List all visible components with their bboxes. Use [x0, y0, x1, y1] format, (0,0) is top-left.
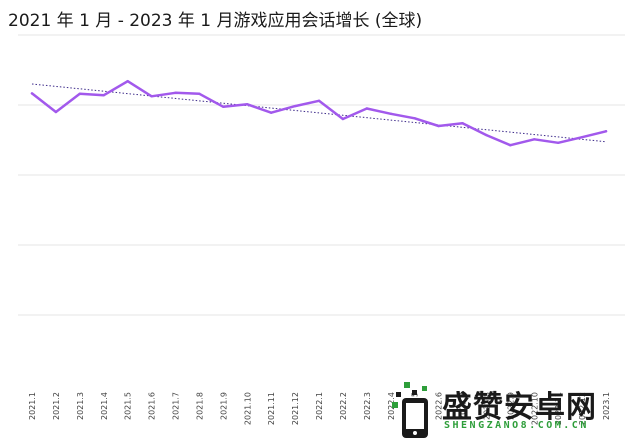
x-tick-label: 2022.6 [435, 392, 444, 420]
data-point [317, 99, 321, 103]
data-point [269, 111, 273, 114]
data-point [580, 136, 584, 139]
phone-icon [392, 382, 428, 438]
x-tick-label: 2022.12 [578, 392, 587, 425]
x-tick-label: 2022.1 [315, 392, 324, 420]
data-point [293, 104, 297, 108]
data-point [461, 122, 464, 125]
trendline [31, 83, 607, 143]
data-point [150, 95, 153, 98]
gridlines [18, 34, 625, 316]
x-tick-label: 2021.5 [124, 392, 133, 420]
x-tick-label: 2021.8 [195, 392, 204, 420]
data-point [485, 133, 488, 137]
data-point [509, 144, 512, 147]
x-tick-label: 2021.2 [52, 392, 61, 420]
x-tick-label: 2021.7 [172, 392, 181, 420]
data-point [246, 103, 249, 106]
series-lines [30, 79, 608, 147]
x-tick-label: 2021.3 [76, 392, 85, 420]
data-point [556, 141, 560, 144]
x-tick-label: 2021.12 [291, 392, 300, 425]
watermark-subtext: SHENGZANO8.COM.CN [444, 420, 589, 431]
x-tick-label: 2021.10 [243, 392, 252, 425]
x-tick-label: 2022.3 [363, 392, 372, 420]
x-tick-label: 2023.1 [602, 392, 611, 420]
x-tick-label: 2022.10 [530, 392, 539, 425]
data-point [365, 107, 369, 110]
data-point [102, 94, 105, 97]
data-point [389, 112, 392, 115]
x-tick-label: 2022.7 [459, 392, 468, 420]
data-point [30, 92, 34, 95]
data-point [341, 117, 345, 121]
x-tick-label: 2021.4 [100, 392, 109, 420]
x-tick-label: 2021.9 [219, 392, 228, 420]
data-point [222, 105, 225, 108]
data-point [174, 91, 177, 94]
chart-title: 2021 年 1 月 - 2023 年 1 月游戏应用会话增长 (全球) [8, 11, 423, 31]
data-point [54, 110, 58, 114]
watermark-logo: 盛赞安卓网 SHENGZANO8.COM.CN [392, 380, 637, 442]
x-tick-label: 2022.11 [554, 392, 563, 425]
x-tick-label: 2021.1 [28, 392, 37, 420]
x-tick-label: 2022.4 [387, 392, 396, 420]
x-tick-label: 2022.9 [506, 392, 515, 420]
data-point [413, 117, 416, 120]
x-tick-label: 2022.8 [482, 392, 491, 420]
x-tick-label: 2021.6 [148, 392, 157, 420]
data-point [78, 92, 82, 96]
watermark-text: 盛赞安卓网 [442, 390, 597, 425]
data-point [126, 80, 129, 83]
data-point [533, 138, 536, 141]
data-point [437, 124, 440, 128]
x-tick-label: 2022.2 [339, 392, 348, 420]
data-point [604, 130, 608, 133]
data-point [198, 92, 201, 96]
trend-line [31, 83, 607, 143]
x-tick-label: 2021.11 [267, 392, 276, 425]
